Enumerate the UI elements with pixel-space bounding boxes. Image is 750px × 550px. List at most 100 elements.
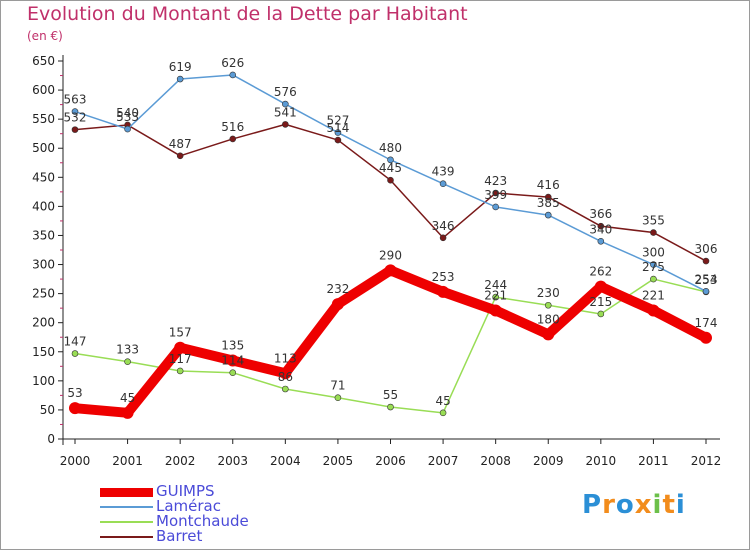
data-label: 514	[326, 121, 349, 135]
data-label: 533	[116, 110, 139, 124]
data-point	[597, 237, 605, 245]
data-point	[124, 125, 131, 133]
legend-label: Lamérac	[156, 497, 221, 515]
data-label: 215	[589, 295, 612, 309]
y-tick-label: 200	[32, 316, 55, 330]
brand-letter: P	[582, 490, 603, 520]
x-tick-label: 2011	[638, 454, 669, 468]
y-tick-label: 650	[32, 54, 55, 68]
data-label: 416	[537, 178, 560, 192]
data-point	[597, 310, 605, 318]
y-tick-label: 300	[32, 258, 55, 272]
data-label: 275	[642, 260, 665, 274]
data-label: 385	[537, 196, 560, 210]
data-point	[282, 385, 289, 393]
data-label: 86	[278, 370, 293, 384]
y-tick-label: 450	[32, 170, 55, 184]
y-tick-label: 400	[32, 199, 55, 213]
y-tick-label: 50	[40, 403, 55, 417]
data-point	[492, 203, 499, 211]
data-point	[229, 71, 237, 79]
brand-letter: r	[602, 490, 616, 520]
legend-swatch	[100, 506, 153, 508]
x-tick-label: 2001	[112, 454, 143, 468]
data-point	[282, 100, 289, 108]
brand-letter: i	[652, 490, 663, 520]
data-point	[71, 126, 79, 133]
y-tick-label: 0	[47, 432, 55, 446]
legend-label: Montchaude	[156, 512, 249, 530]
x-tick-label: 2008	[480, 454, 511, 468]
data-label: 423	[484, 174, 507, 188]
data-point	[387, 156, 394, 164]
data-point	[544, 211, 552, 219]
x-tick-label: 2000	[60, 454, 91, 468]
data-label: 487	[169, 137, 192, 151]
x-tick-label: 2005	[323, 454, 354, 468]
data-label: 290	[379, 248, 402, 262]
data-label: 180	[537, 312, 560, 326]
brand-letter: i	[675, 490, 686, 520]
data-point	[387, 403, 394, 411]
data-label: 366	[589, 207, 612, 221]
data-point	[384, 264, 397, 277]
data-label: 306	[695, 242, 718, 256]
data-label: 626	[221, 56, 244, 70]
data-point	[437, 285, 450, 298]
data-point	[69, 402, 81, 415]
data-point	[229, 369, 237, 377]
data-point	[594, 280, 607, 293]
data-label: 439	[432, 165, 455, 179]
plot-area: 0 50 100 150 200 250 300 350 400 450 500 550 600 650 2…	[32, 54, 721, 468]
data-point	[124, 358, 131, 365]
legend-label: GUIMPS	[156, 482, 215, 500]
data-point	[650, 275, 657, 283]
data-label: 541	[274, 105, 297, 119]
legend-swatch	[100, 536, 153, 538]
data-point	[647, 304, 660, 317]
data-label: 221	[642, 288, 665, 302]
data-label: 619	[169, 60, 192, 74]
data-label: 300	[642, 246, 665, 260]
data-point	[334, 394, 342, 402]
data-point	[650, 261, 657, 268]
data-point	[439, 180, 447, 188]
x-tick-label: 2007	[428, 454, 459, 468]
data-label: 55	[383, 388, 398, 402]
data-point	[71, 350, 79, 357]
data-label: 114	[221, 354, 244, 368]
data-label: 53	[67, 386, 82, 400]
data-label: 355	[642, 214, 665, 228]
y-tick-label: 550	[32, 112, 55, 126]
data-point	[702, 287, 710, 295]
data-label: 244	[484, 278, 507, 292]
data-label: 516	[221, 120, 244, 134]
data-label: 45	[120, 391, 135, 405]
data-label: 253	[432, 270, 455, 284]
data-point	[71, 108, 79, 115]
y-tick-label: 100	[32, 374, 55, 388]
data-point	[279, 367, 292, 380]
data-label: 71	[330, 379, 345, 393]
data-point	[229, 135, 237, 143]
data-label: 133	[116, 343, 139, 357]
data-point	[331, 298, 344, 311]
brand-letter: x	[634, 490, 653, 520]
data-point	[489, 304, 502, 317]
data-point	[597, 222, 605, 230]
data-point	[121, 406, 134, 419]
data-label: 117	[169, 352, 192, 366]
data-label: 254	[695, 272, 718, 286]
data-label: 135	[221, 338, 244, 352]
data-point	[544, 301, 552, 309]
data-label: 232	[326, 282, 349, 296]
brand-letter: o	[615, 490, 635, 520]
data-point	[700, 331, 712, 344]
data-label: 45	[435, 394, 450, 408]
y-tick-label: 150	[32, 345, 55, 359]
data-label: 253	[695, 273, 718, 287]
data-label: 540	[116, 106, 139, 120]
data-point	[282, 121, 289, 128]
data-label: 445	[379, 161, 402, 175]
data-point	[226, 354, 239, 367]
